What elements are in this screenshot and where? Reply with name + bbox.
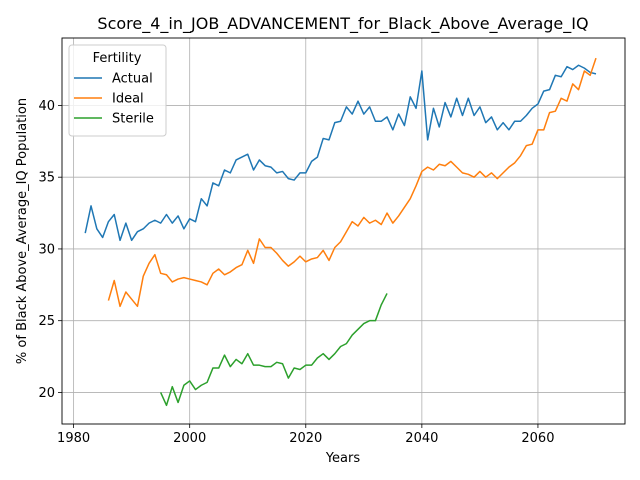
y-axis-title: % of Black Above_Average_IQ Population — [15, 98, 30, 364]
series-line-actual — [84, 64, 597, 242]
x-axis-ticks: 1980 2000 2020 2040 2060 — [57, 424, 554, 446]
x-axis-title: Years — [325, 451, 361, 466]
legend-box — [68, 44, 167, 137]
x-tick-label: 1980 — [57, 431, 90, 446]
y-tick-label: 40 — [38, 99, 55, 114]
legend-label-actual: Actual — [112, 72, 153, 87]
plot-frame — [61, 37, 626, 425]
x-tick-label: 2040 — [405, 431, 438, 446]
y-tick-label: 25 — [38, 314, 55, 329]
x-tick-label: 2000 — [173, 431, 206, 446]
series-line-ideal — [107, 57, 597, 308]
y-tick-label: 35 — [38, 171, 55, 186]
y-axis-ticks: 20 25 30 35 40 — [38, 99, 62, 401]
y-tick-label: 20 — [38, 386, 55, 401]
series-lines — [84, 57, 597, 407]
legend-label-ideal: Ideal — [112, 92, 144, 107]
y-tick-label: 30 — [38, 242, 55, 257]
legend-title: Fertility — [93, 51, 142, 66]
chart-title: Score_4_in_JOB_ADVANCEMENT_for_Black_Abo… — [97, 14, 588, 34]
legend-label-sterile: Sterile — [112, 112, 154, 127]
series-line-sterile — [159, 293, 388, 407]
x-tick-label: 2060 — [521, 431, 554, 446]
x-tick-label: 2020 — [289, 431, 322, 446]
legend-entries: Actual Ideal Sterile — [74, 72, 154, 127]
grid-lines — [62, 38, 625, 424]
legend: Fertility Actual Ideal Sterile — [68, 44, 167, 137]
